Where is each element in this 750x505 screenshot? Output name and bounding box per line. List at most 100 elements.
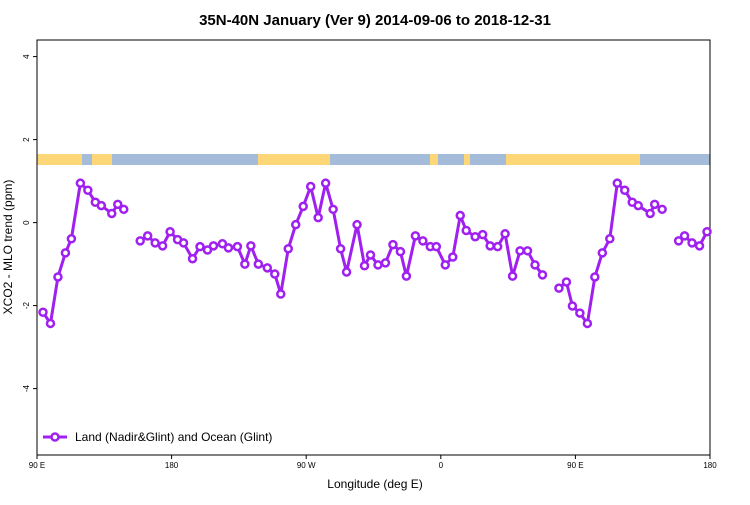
data-point [328, 204, 338, 215]
legend-label: Land (Nadir&Glint) and Ocean (Glint) [75, 430, 272, 444]
data-point [178, 238, 189, 248]
data-point [388, 239, 398, 250]
data-point [290, 219, 301, 230]
data-point [657, 204, 667, 215]
data-point [649, 199, 660, 210]
data-point [107, 208, 117, 219]
data-point [431, 241, 442, 252]
x-tick-label: 180 [165, 461, 179, 470]
data-point [83, 185, 93, 195]
data-point [620, 185, 630, 195]
y-tick-label: 0 [22, 220, 31, 225]
data-point [352, 219, 362, 230]
data-point [187, 253, 198, 264]
data-point [582, 318, 593, 329]
y-tick-label: -4 [22, 384, 31, 392]
chart-title: 35N-40N January (Ver 9) 2014-09-06 to 20… [199, 12, 551, 29]
data-point [335, 243, 346, 254]
data-point [477, 229, 488, 240]
data-point [113, 199, 123, 210]
data-point [401, 271, 412, 281]
data-point [507, 271, 518, 281]
plot-frame [36, 39, 711, 456]
data-point [597, 248, 608, 258]
data-point [365, 250, 376, 260]
data-point [530, 260, 540, 270]
data-point [320, 178, 331, 188]
y-tick-label: -2 [22, 301, 31, 309]
data-point [410, 231, 421, 241]
data-point [567, 301, 578, 311]
data-point [96, 200, 107, 211]
x-axis-label: Longitude (deg E) [327, 477, 422, 491]
data-point [590, 272, 600, 282]
data-point [195, 241, 205, 252]
data-point [492, 241, 503, 252]
y-axis-label: XCO2 - MLO trend (ppm) [1, 180, 15, 315]
data-point [223, 243, 234, 253]
data-point [262, 263, 273, 273]
data-point [500, 229, 510, 239]
data-point [270, 269, 280, 279]
y-tick-label: 2 [22, 137, 31, 142]
data-point [561, 277, 572, 287]
data-point [440, 260, 451, 270]
data-point [395, 246, 406, 257]
data-point [305, 181, 316, 192]
data-point [418, 236, 428, 246]
data-point [373, 260, 383, 270]
data-point [135, 236, 145, 246]
data-point [202, 245, 213, 255]
data-point [470, 231, 480, 242]
data-point [217, 239, 228, 249]
data-point [38, 307, 48, 317]
data-point [157, 241, 168, 251]
y-tick-label: 4 [22, 54, 31, 59]
data-point [75, 178, 86, 188]
data-point [165, 226, 175, 237]
legend-marker [50, 432, 60, 442]
data-point [605, 234, 615, 244]
data-point [455, 210, 465, 221]
data-point [575, 308, 585, 318]
x-tick-label: 180 [703, 461, 717, 470]
data-point [283, 243, 294, 254]
data-point [240, 259, 250, 269]
data-point [298, 201, 308, 212]
data-point [66, 234, 77, 244]
series-line [41, 180, 125, 328]
x-tick-label: 90 W [297, 461, 316, 470]
data-point [142, 231, 153, 241]
data-point [673, 236, 684, 246]
x-tick-label: 90 E [29, 461, 45, 470]
x-tick-label: 0 [439, 461, 444, 470]
data-point [45, 318, 56, 329]
data-point [687, 238, 697, 248]
data-point [208, 241, 219, 251]
data-point [253, 259, 264, 269]
data-point [313, 212, 323, 223]
data-point [702, 226, 712, 237]
data-point [515, 246, 525, 256]
data-point [522, 246, 533, 256]
data-point [150, 238, 160, 248]
data-point [53, 272, 63, 282]
data-point [341, 267, 352, 277]
data-point [246, 241, 256, 251]
data-point [461, 225, 471, 236]
data-point [537, 270, 548, 280]
data-point [359, 261, 370, 271]
data-point [633, 200, 643, 211]
data-point [448, 252, 458, 262]
x-tick-label: 90 E [567, 461, 583, 470]
data-point [276, 289, 286, 299]
data-point [118, 204, 129, 215]
data-point [679, 231, 690, 241]
data-point [485, 241, 495, 251]
data-point [60, 248, 71, 258]
data-point [380, 258, 391, 268]
land-ocean-strip [37, 154, 710, 165]
data-point [645, 208, 655, 219]
data-point [612, 178, 623, 188]
